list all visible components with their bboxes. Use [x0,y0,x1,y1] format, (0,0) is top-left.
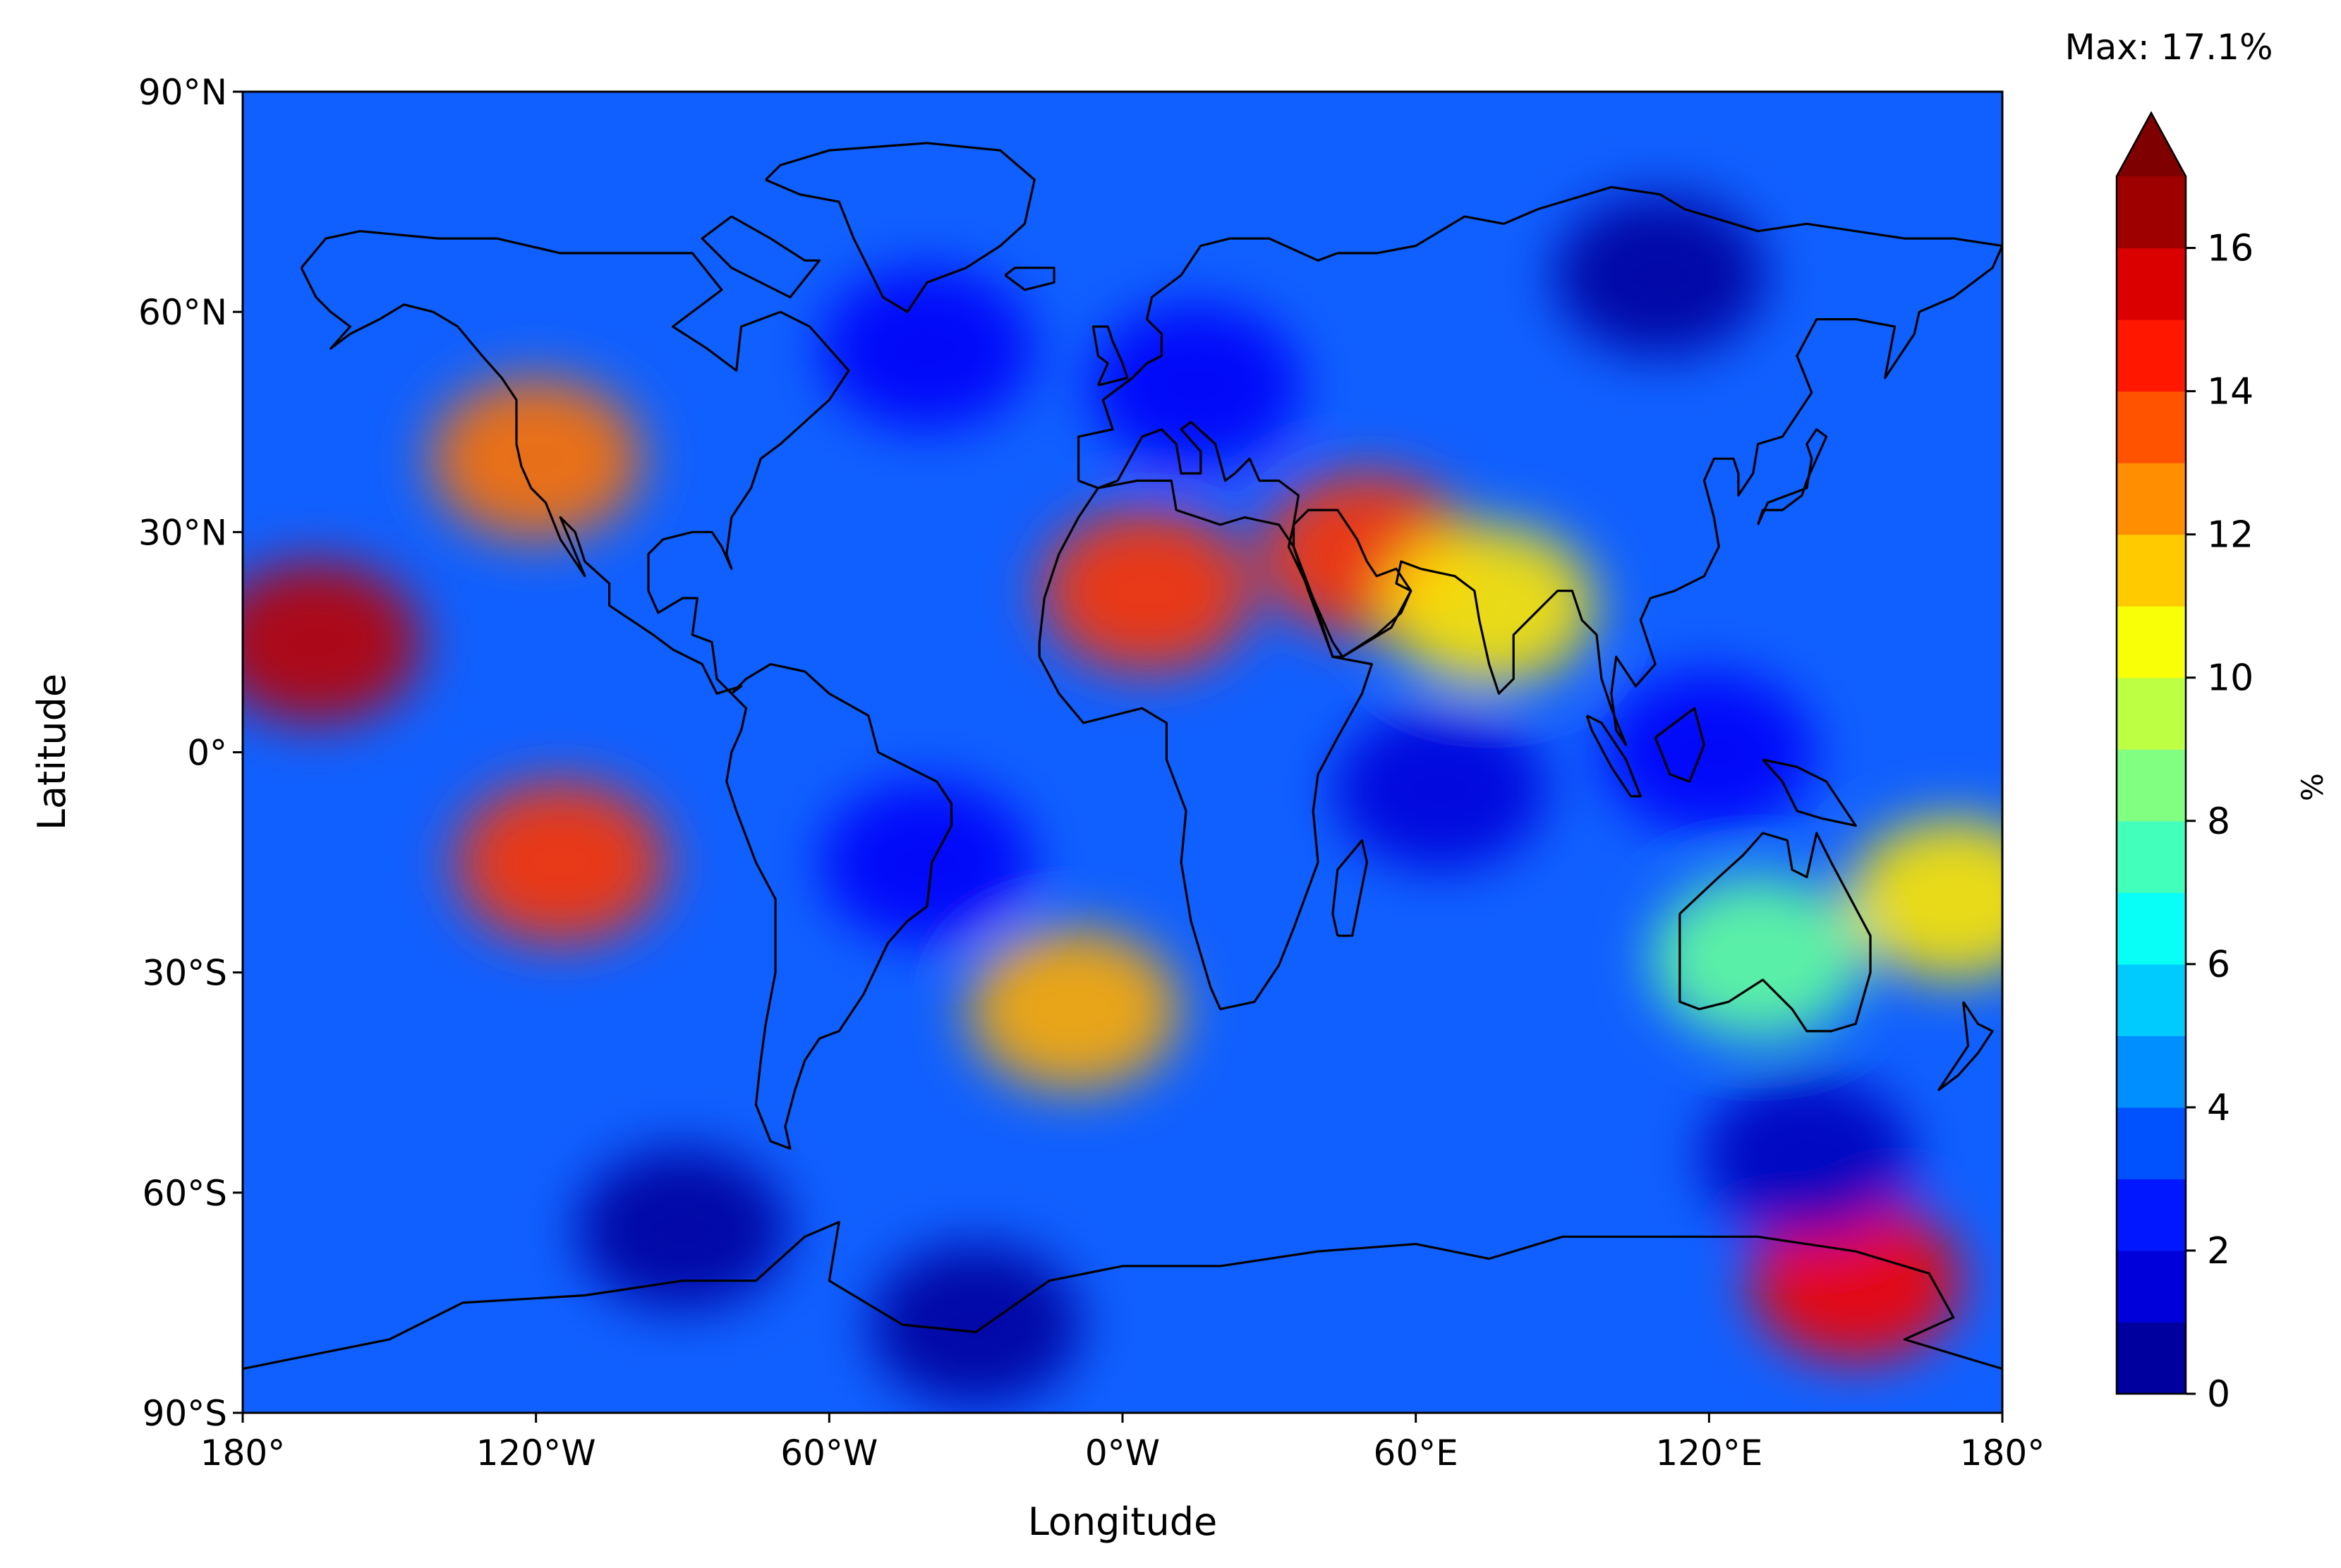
coastline-madagascar [1331,839,1369,937]
coastline-australia [1678,832,1872,1033]
colorbar-segment [2117,892,2186,965]
map-panel [241,90,2004,1414]
coastline-africa [1038,479,1373,1011]
region-north-atlantic-low [821,267,1033,430]
colorbar-tick-label: 0 [2207,1373,2230,1416]
x-tick-label: 0°W [1085,1433,1160,1473]
colorbar-tick-label: 8 [2207,801,2230,843]
y-tick-label: 30°S [143,953,227,994]
y-axis: 90°N 60°N 30°N 0° 30°S 60°S 90°S [138,72,243,1434]
colorbar-segment [2117,1035,2186,1108]
coastline-borneo [1654,707,1705,783]
coastline-arabia [1292,509,1413,658]
colorbar-outline [2115,111,2187,1395]
region-south-american-atlantic-low [821,781,1033,944]
region-indian-ocean-low [1334,707,1547,870]
region-south-asia-hotspot [1383,524,1595,687]
colorbar-segment [2117,534,2186,607]
coastline-new-zealand [1937,1001,1994,1091]
region-australia-interior [1652,876,1864,1039]
y-axis-label: Latitude [30,674,74,830]
region-southern-indian-ocean-low [1700,1074,1913,1237]
colorbar-segment [2117,391,2186,463]
colorbar-segment [2117,176,2186,249]
region-siberia-low [1554,194,1767,357]
region-west-antarctica-low [870,1244,1082,1406]
colorbar-tick-label: 6 [2207,944,2230,986]
coastline-eurasia [1077,186,2002,746]
coastline-sumatra [1585,715,1642,798]
colorbar-segment [2117,606,2186,679]
colorbar-segment [2117,248,2186,320]
y-tick-label: 0° [187,733,227,774]
region-south-central-pacific-hotspot [454,781,667,944]
coastlines [243,142,2002,1371]
colorbar-tick-label: 12 [2207,514,2254,557]
region-maritime-continent-low [1603,671,1815,834]
colorbar-tick-label: 16 [2207,228,2254,270]
colorbar-segment [2117,463,2186,535]
region-northeast-pacific-subtropics [430,377,642,540]
x-tick-label: 60°E [1374,1433,1458,1473]
y-tick-label: 90°S [143,1393,227,1434]
y-tick-label: 90°N [138,72,227,113]
colorbar-tick-label: 4 [2207,1087,2230,1129]
coastline-greenland [765,142,1036,313]
coastline-japan [1757,428,1828,525]
x-axis-label: Longitude [1028,1500,1218,1544]
region-south-atlantic-hotspot [967,928,1180,1090]
colorbar-segment [2117,749,2186,822]
coastline-iceland [1004,267,1055,291]
colorbar-extend-arrow [2117,113,2186,176]
colorbar: 0 2 4 6 8 10 12 14 16 [2115,111,2254,1416]
colorbar-segment [2117,1250,2186,1323]
x-tick-label: 60°W [780,1433,878,1473]
coastline-south-america [725,662,953,1150]
colorbar-tick-label: 10 [2207,657,2254,700]
x-tick-label: 180° [1960,1433,2045,1473]
coastline-new-guinea [1762,758,1857,827]
y-tick-label: 60°S [143,1173,227,1214]
colorbar-segment [2117,677,2186,750]
region-northeast-pacific-hotspot [243,561,422,724]
region-sahara-hotspot [1041,509,1253,672]
colorbar-segment [2117,1322,2186,1394]
value-field [243,194,2002,1406]
colorbar-segment [2117,1179,2186,1251]
region-east-antarctica-hotspot [1750,1199,1962,1362]
colorbar-tick-label: 14 [2207,371,2254,413]
colorbar-tick-label: 2 [2207,1230,2230,1272]
colorbar-segment [2117,964,2186,1036]
colorbar-unit-label: % [2295,773,2330,801]
colorbar-segment [2117,320,2186,392]
coastline-antarctica [243,1220,2002,1371]
coastline-baffin [701,215,821,298]
colorbar-max-label: Max: 17.1% [2065,27,2273,68]
x-tick-label: 120°W [476,1433,596,1473]
colorbar-segment [2117,1107,2186,1180]
region-southern-ocean-low [576,1148,789,1311]
region-southwest-pacific-hotspot [1847,818,2002,980]
x-axis: 180° 120°W 60°W 0°W 60°E 120°E 180° [200,1413,2045,1473]
x-tick-label: 180° [200,1433,285,1473]
colorbar-segment [2117,820,2186,893]
coastline-uk [1091,325,1129,387]
x-tick-label: 120°E [1655,1433,1762,1473]
y-tick-label: 60°N [138,292,227,333]
y-tick-label: 30°N [138,512,227,553]
region-europe-low [1089,304,1302,467]
coastline-north-america [300,230,850,695]
